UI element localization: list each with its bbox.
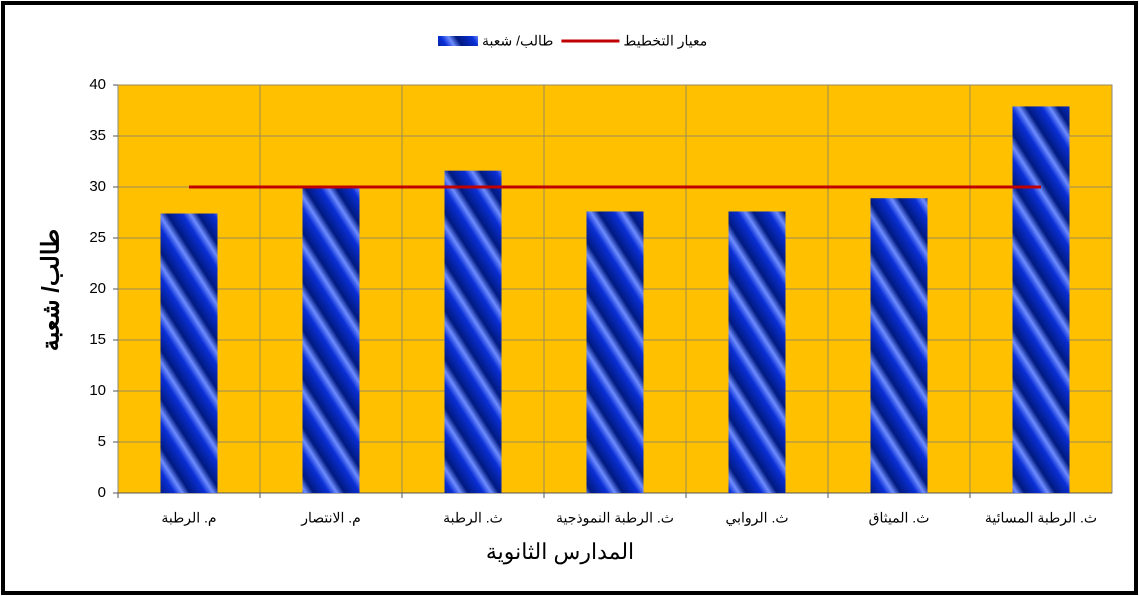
bar [444,170,502,493]
bar [1012,106,1070,494]
y-tick-label: 0 [98,484,106,501]
x-tick-label: ث. الرطبة [443,510,503,527]
y-tick-label: 25 [89,229,106,246]
y-tick-label: 5 [98,433,106,450]
bar [728,211,786,494]
y-tick-label: 10 [89,382,106,399]
x-tick-label: ث. الميثاق [869,510,930,527]
x-axis-title: المدارس الثانوية [486,539,634,565]
legend-swatch [438,36,478,46]
y-axis-title: طالب/ شعبة [37,229,64,351]
y-tick-label: 20 [89,280,106,297]
y-tick-label: 30 [89,178,106,195]
x-tick-label: ث. الرطبة النموذجية [556,510,674,527]
x-tick-label: م. الانتصار [300,510,361,527]
y-tick-label: 40 [89,76,106,93]
y-tick-label: 15 [89,331,106,348]
legend-label: معيار التخطيط [623,33,707,50]
bar [302,187,360,493]
x-tick-label: ث. الروابي [725,510,788,527]
bar [160,213,218,493]
x-tick-label: م. الرطبة [161,510,216,527]
bar [586,211,644,494]
y-tick-label: 35 [89,127,106,144]
legend-label: طالب/ شعبة [482,33,553,49]
bar [870,198,928,493]
x-tick-label: ث. الرطبة المسائية [985,510,1097,527]
